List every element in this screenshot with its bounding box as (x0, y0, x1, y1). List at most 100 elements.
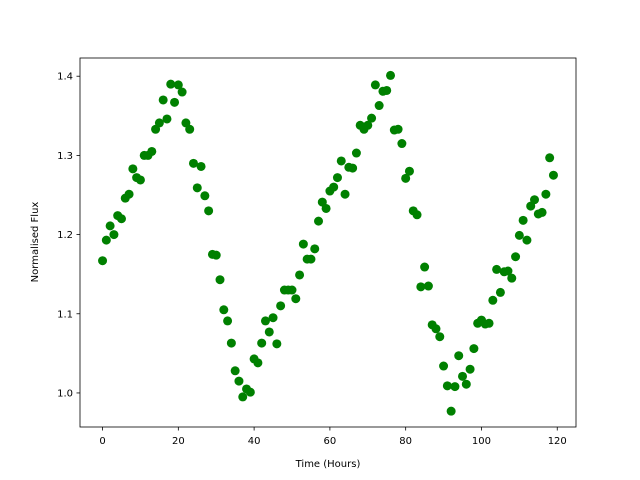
y-tick-label: 1.1 (57, 309, 73, 320)
point (215, 275, 225, 285)
point (200, 191, 210, 201)
point (503, 266, 513, 276)
point (420, 262, 430, 272)
x-tick-label: 100 (472, 436, 491, 447)
point (495, 287, 505, 297)
x-tick-label: 120 (548, 436, 567, 447)
point (393, 124, 403, 134)
point (306, 254, 316, 264)
point (329, 182, 339, 192)
point (253, 358, 263, 368)
point (439, 361, 449, 371)
point (450, 382, 460, 392)
point (522, 235, 532, 245)
point (154, 118, 164, 128)
point (423, 281, 433, 291)
point (310, 244, 320, 254)
point (442, 381, 452, 391)
point (101, 235, 111, 245)
point (469, 344, 479, 354)
point (185, 124, 195, 134)
point (488, 295, 498, 305)
point (260, 316, 270, 326)
point (401, 173, 411, 183)
point (128, 164, 138, 174)
point (537, 207, 547, 217)
point (446, 406, 456, 416)
x-tick-label: 80 (399, 436, 412, 447)
point (367, 113, 377, 123)
point (370, 80, 380, 90)
point (257, 338, 267, 348)
point (363, 120, 373, 130)
point (135, 175, 145, 185)
point (192, 183, 202, 193)
x-tick-label: 20 (172, 436, 185, 447)
point (116, 214, 126, 224)
point (245, 387, 255, 397)
point (458, 371, 468, 381)
point (272, 339, 282, 349)
point (223, 316, 233, 326)
point (332, 173, 342, 183)
point (230, 366, 240, 376)
point (264, 327, 274, 337)
point (291, 294, 301, 304)
point (386, 70, 396, 80)
y-tick-label: 1.3 (57, 151, 73, 162)
point (109, 230, 119, 240)
point (514, 230, 524, 240)
point (511, 252, 521, 262)
y-axis-label: Normalised Flux (30, 202, 41, 283)
point (492, 264, 502, 274)
y-tick-label: 1.4 (57, 72, 73, 83)
point (188, 158, 198, 168)
point (147, 146, 157, 156)
point (382, 85, 392, 95)
point (465, 364, 475, 374)
point (336, 156, 346, 166)
x-tick-label: 0 (99, 436, 105, 447)
point (548, 170, 558, 180)
point (340, 189, 350, 199)
point (211, 250, 221, 260)
point (268, 313, 278, 323)
point (314, 216, 324, 226)
point (177, 87, 187, 97)
point (412, 210, 422, 220)
point (276, 301, 286, 311)
x-axis-label: Time (Hours) (295, 459, 361, 470)
point (461, 379, 471, 389)
point (173, 80, 183, 90)
point (105, 221, 115, 231)
point (454, 351, 464, 361)
point (295, 270, 305, 280)
point (404, 166, 414, 176)
point (484, 318, 494, 328)
point (158, 95, 168, 105)
point (507, 273, 517, 283)
point (287, 285, 297, 295)
point (226, 338, 236, 348)
point (204, 206, 214, 216)
plot-frame (79, 57, 577, 428)
point (238, 392, 248, 402)
point (541, 189, 551, 199)
point (124, 189, 134, 199)
point (162, 114, 172, 124)
point (321, 203, 331, 213)
point (351, 148, 361, 158)
point (348, 163, 358, 173)
point (397, 139, 407, 149)
y-tick-label: 1.0 (57, 388, 73, 399)
x-tick-label: 40 (248, 436, 261, 447)
point (234, 376, 244, 386)
point (416, 282, 426, 292)
point (196, 161, 206, 171)
point (374, 101, 384, 111)
point (530, 195, 540, 205)
point (166, 79, 176, 89)
point (545, 153, 555, 163)
